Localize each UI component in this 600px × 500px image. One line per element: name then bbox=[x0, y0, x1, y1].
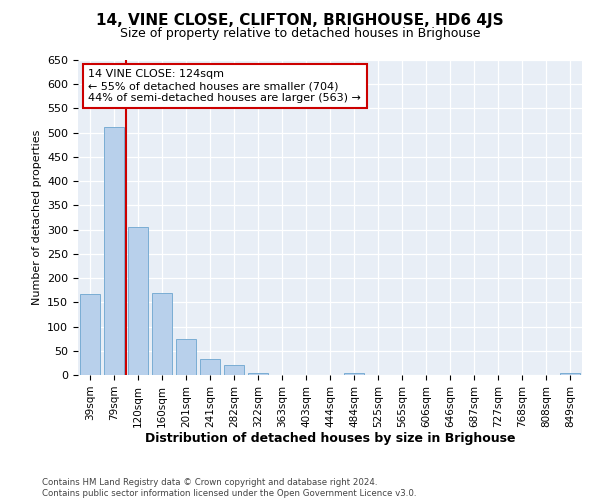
Bar bbox=[104, 127, 124, 375]
Text: Contains HM Land Registry data © Crown copyright and database right 2024.
Contai: Contains HM Land Registry data © Crown c… bbox=[42, 478, 416, 498]
Bar bbox=[176, 338, 196, 375]
Text: 14 VINE CLOSE: 124sqm
← 55% of detached houses are smaller (704)
44% of semi-det: 14 VINE CLOSE: 124sqm ← 55% of detached … bbox=[88, 70, 361, 102]
Bar bbox=[128, 227, 148, 375]
Y-axis label: Number of detached properties: Number of detached properties bbox=[32, 130, 41, 305]
Bar bbox=[224, 366, 244, 375]
Text: 14, VINE CLOSE, CLIFTON, BRIGHOUSE, HD6 4JS: 14, VINE CLOSE, CLIFTON, BRIGHOUSE, HD6 … bbox=[96, 12, 504, 28]
Bar bbox=[80, 294, 100, 375]
Bar bbox=[344, 372, 364, 375]
Bar bbox=[560, 372, 580, 375]
Text: Size of property relative to detached houses in Brighouse: Size of property relative to detached ho… bbox=[120, 28, 480, 40]
X-axis label: Distribution of detached houses by size in Brighouse: Distribution of detached houses by size … bbox=[145, 432, 515, 446]
Bar bbox=[152, 292, 172, 375]
Bar bbox=[248, 372, 268, 375]
Bar bbox=[200, 360, 220, 375]
